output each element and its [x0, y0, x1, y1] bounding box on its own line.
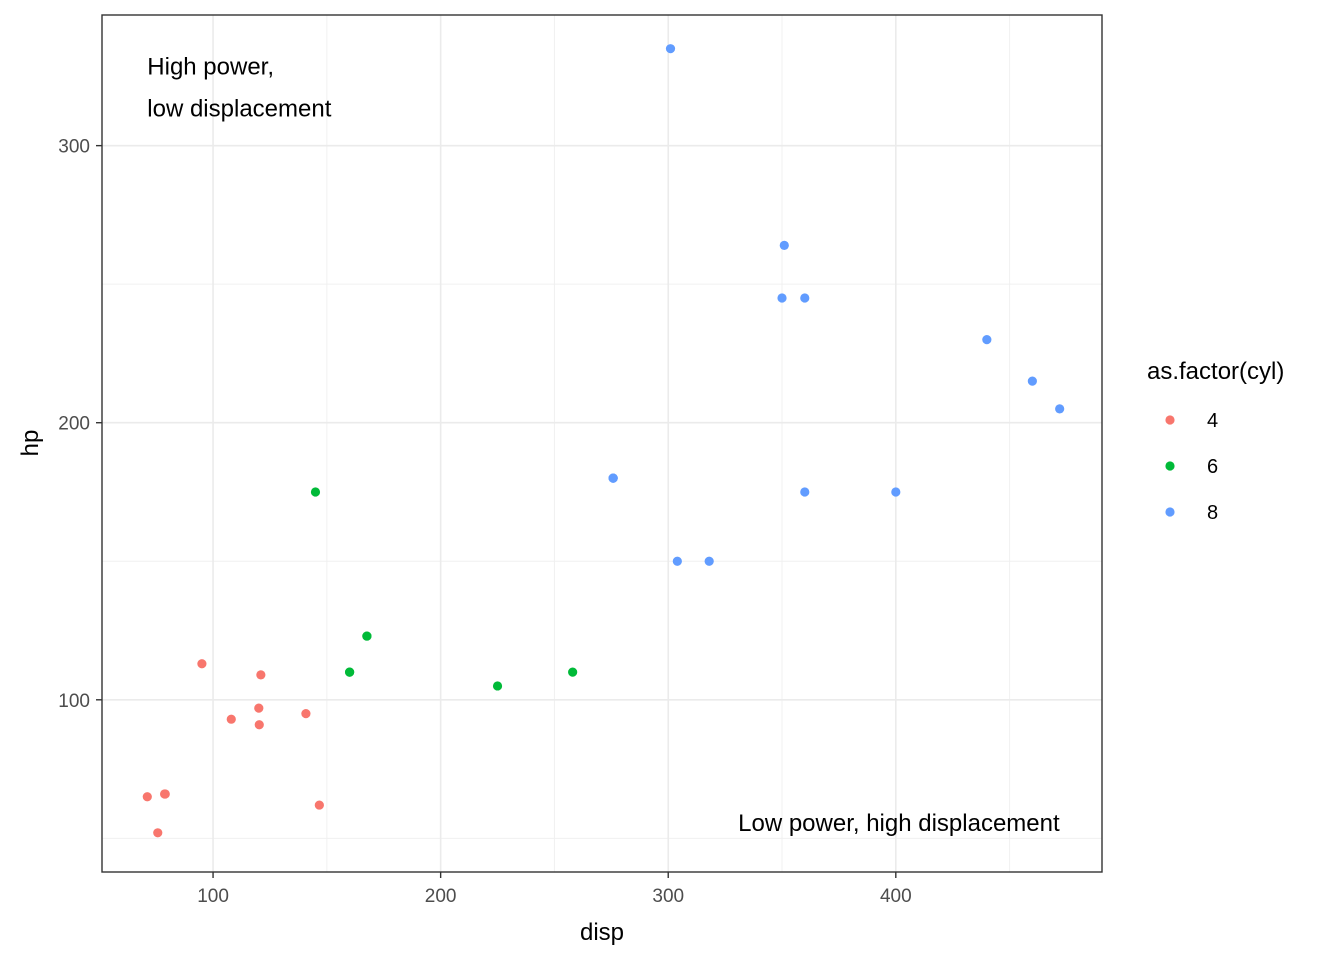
- data-point-cyl-8: [800, 293, 810, 303]
- data-point-cyl-8: [672, 556, 682, 566]
- data-point-cyl-8: [608, 473, 618, 483]
- annotation-text: High power,: [147, 54, 274, 81]
- data-point-cyl-6: [492, 681, 503, 691]
- data-point-cyl-8: [982, 334, 992, 345]
- x-tick-label: 100: [197, 886, 229, 907]
- legend-key-4: [1165, 415, 1175, 425]
- legend-key-6: [1165, 461, 1175, 471]
- data-point-cyl-4: [142, 792, 152, 802]
- legend-label-4: 4: [1207, 410, 1218, 432]
- data-point-cyl-4: [254, 720, 264, 730]
- y-tick-label: 200: [58, 414, 90, 435]
- legend-label-6: 6: [1207, 456, 1218, 478]
- legend-label-8: 8: [1207, 502, 1218, 524]
- data-point-cyl-4: [314, 800, 324, 810]
- data-point-cyl-4: [254, 703, 264, 713]
- data-point-cyl-4: [256, 670, 266, 680]
- legend-title: as.factor(cyl): [1147, 358, 1284, 385]
- y-tick-label: 300: [58, 137, 90, 158]
- data-point-cyl-4: [301, 709, 311, 719]
- x-axis-ticks: 100 200 300 400: [197, 872, 912, 907]
- panel-border: [101, 14, 1103, 873]
- y-axis-title: hp: [17, 430, 44, 457]
- data-point-cyl-4: [153, 828, 163, 838]
- data-point-cyl-8: [704, 556, 714, 566]
- annotation-text: Low power, high displacement: [738, 810, 1060, 837]
- x-tick-label: 200: [425, 886, 457, 907]
- y-tick-label: 100: [58, 691, 90, 712]
- data-point-cyl-6: [310, 487, 321, 497]
- data-point-cyl-8: [1027, 376, 1037, 386]
- annotation-text: low displacement: [147, 96, 331, 123]
- annotations: High power, low displacement Low power, hi…: [147, 54, 1060, 837]
- data-point-cyl-4: [197, 659, 207, 669]
- data-point-cyl-8: [1055, 404, 1065, 414]
- data-point-cyl-8: [665, 44, 676, 54]
- data-point-cyl-8: [779, 240, 789, 250]
- legend-key-8: [1165, 507, 1175, 517]
- x-tick-label: 400: [880, 886, 912, 907]
- major-gridlines: [102, 15, 1102, 872]
- minor-gridlines: [102, 15, 1102, 872]
- data-point-cyl-4: [160, 789, 170, 799]
- x-tick-label: 300: [652, 886, 684, 907]
- data-point-cyl-4: [226, 714, 236, 724]
- data-point-cyl-8: [891, 487, 901, 497]
- data-point-cyl-6: [362, 631, 372, 641]
- data-points: [142, 44, 1065, 838]
- data-point-cyl-6: [345, 667, 355, 677]
- data-point-cyl-8: [800, 487, 810, 497]
- data-point-cyl-8: [777, 293, 787, 303]
- legend: as.factor(cyl) 4 6 8: [1147, 358, 1284, 524]
- x-axis-title: disp: [580, 919, 624, 946]
- data-point-cyl-6: [568, 667, 578, 677]
- y-axis-ticks: 100 200 300: [58, 137, 102, 712]
